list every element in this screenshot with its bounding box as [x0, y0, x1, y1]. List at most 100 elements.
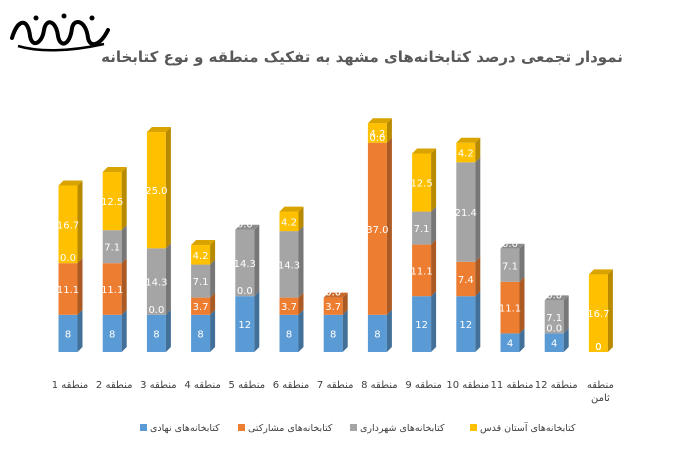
bar-seg-1-1: [58, 314, 78, 352]
bar-seg-4-3: [191, 264, 211, 298]
legend-swatch-1: [140, 424, 147, 431]
bar-side-1-2: [77, 258, 83, 315]
segment-label-11-3: 7.1: [502, 261, 518, 272]
category-label-12: منطقه 12: [535, 380, 578, 391]
bar-side-8-2: [386, 137, 392, 315]
bar-top-8: [367, 118, 392, 124]
bar-side-2-4: [121, 167, 127, 231]
bar-seg-10-2: [456, 261, 476, 297]
segment-label-9-3: 7.1: [414, 224, 430, 235]
segment-label-6-3: 14.3: [278, 260, 300, 271]
segment-label-8-3: 0.0: [369, 133, 385, 144]
legend-label-1: کتابخانه‌های نهادی: [150, 423, 220, 434]
segment-label-13-1: 0: [595, 342, 601, 353]
segment-label-11-1: 4: [507, 339, 513, 350]
segment-label-7-2: 3.7: [325, 302, 341, 313]
publisher-logo: [10, 13, 110, 52]
bar-seg-6-1: [279, 314, 299, 352]
segment-label-11-2: 11.1: [499, 304, 521, 315]
segment-label-9-2: 11.1: [410, 266, 432, 277]
bar-top-9: [412, 148, 437, 154]
bar-top-12: [544, 295, 569, 301]
bar-side-10-1: [475, 291, 481, 352]
bar-seg-11-3: [500, 248, 520, 282]
bar-side-4-2: [210, 292, 216, 315]
bar-seg-6-4: [279, 211, 299, 232]
bar-side-11-2: [519, 276, 525, 334]
bar-seg-4-4: [191, 245, 211, 265]
segment-label-2-2: 11.1: [101, 285, 123, 296]
category-label-4: منطقه 4: [184, 380, 221, 391]
segment-label-5-1: 12: [238, 320, 251, 331]
bar-seg-11-2: [500, 281, 520, 334]
segment-label-7-3: 0.0: [325, 288, 341, 299]
bar-seg-10-1: [456, 296, 476, 352]
bar-seg-1-2: [58, 263, 78, 315]
bar-top-5: [235, 224, 260, 230]
segment-label-9-1: 12: [415, 320, 428, 331]
segment-label-4-1: 8: [197, 329, 203, 340]
segment-label-7-4: 0.0: [325, 288, 341, 299]
bar-seg-9-4: [412, 153, 432, 212]
segment-label-11-4: 0.0: [502, 239, 518, 250]
bar-top-7: [323, 292, 348, 298]
segment-label-13-2: 0: [595, 342, 601, 353]
bar-side-9-3: [431, 206, 437, 245]
bar-seg-6-3: [279, 231, 299, 298]
bar-side-9-4: [431, 148, 437, 212]
bar-side-3-3: [165, 243, 171, 315]
bar-side-3-4: [165, 127, 171, 249]
category-label-1: منطقه 1: [52, 380, 89, 391]
bar-seg-3-1: [146, 314, 166, 352]
segment-label-4-4: 4.2: [193, 251, 209, 262]
category-label-8: منطقه 8: [361, 380, 398, 391]
bar-seg-9-2: [412, 244, 432, 297]
segment-label-10-1: 12: [459, 320, 472, 331]
category-label-13: منطقه ثامن: [587, 380, 614, 404]
bar-seg-10-4: [456, 142, 476, 163]
bar-side-1-1: [77, 309, 83, 352]
bar-seg-3-3: [146, 248, 166, 315]
bar-side-6-2: [298, 292, 304, 315]
bar-side-2-3: [121, 225, 127, 264]
bar-side-1-4: [77, 180, 83, 264]
segment-label-9-4: 12.5: [410, 179, 432, 190]
bar-side-10-2: [475, 256, 481, 297]
segment-label-6-2: 3.7: [281, 302, 297, 313]
segment-label-8-4: 4.2: [369, 129, 385, 140]
segment-label-4-3: 7.1: [193, 277, 209, 288]
segment-label-10-2: 7.4: [458, 275, 474, 286]
bar-seg-2-2: [102, 263, 122, 315]
bar-top-3: [146, 127, 171, 133]
category-label-7: منطقه 7: [317, 380, 354, 391]
segment-label-12-4: 0.0: [546, 290, 562, 301]
bar-seg-9-1: [412, 296, 432, 352]
segment-label-3-3: 14.3: [145, 278, 167, 289]
segment-label-12-1: 4: [551, 339, 557, 350]
bar-top-4: [191, 240, 216, 246]
bar-side-2-2: [121, 258, 127, 315]
bar-seg-2-4: [102, 172, 122, 231]
segment-label-2-3: 7.1: [104, 243, 120, 254]
legend-swatch-4: [470, 424, 477, 431]
segment-label-5-3: 14.3: [234, 259, 256, 270]
bar-side-11-3: [519, 243, 525, 282]
bar-top-10: [456, 137, 481, 143]
segment-label-8-2: 37.0: [366, 225, 388, 236]
segment-label-3-2: 0.0: [148, 305, 164, 316]
bar-seg-1-4: [58, 185, 78, 264]
segment-label-3-1: 8: [153, 329, 159, 340]
bar-seg-2-1: [102, 314, 122, 352]
bar-side-8-4: [386, 118, 392, 143]
category-label-2: منطقه 2: [96, 380, 133, 391]
bar-seg-5-3: [235, 229, 255, 297]
segment-label-1-3: 0.0: [60, 253, 76, 264]
segment-label-10-3: 21.4: [455, 208, 477, 219]
segment-label-5-2: 0.0: [237, 286, 253, 297]
bar-side-6-3: [298, 226, 304, 298]
segment-label-3-4: 25.0: [145, 186, 167, 197]
segment-label-4-2: 3.7: [193, 302, 209, 313]
legend-swatch-2: [238, 424, 245, 431]
segment-label-12-3: 7.1: [546, 313, 562, 324]
bar-seg-7-2: [323, 297, 343, 315]
